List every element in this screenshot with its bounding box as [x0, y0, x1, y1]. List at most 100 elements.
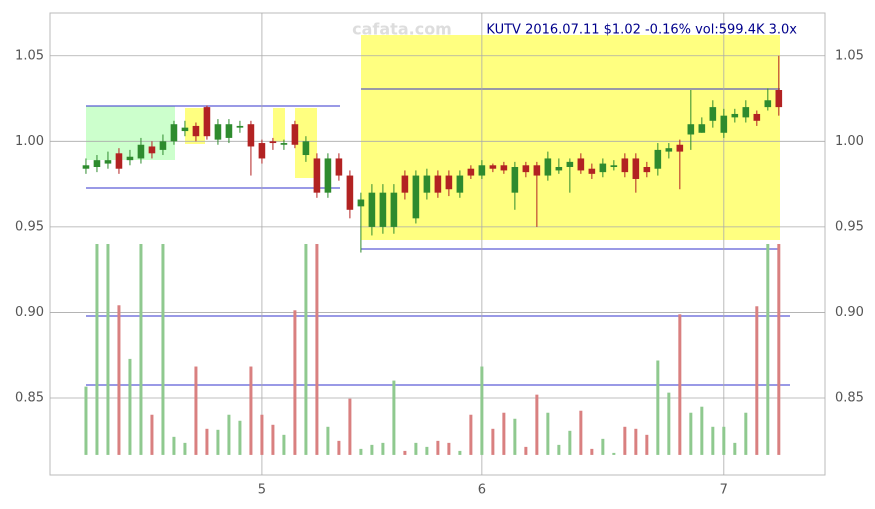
candle-body [423, 175, 431, 193]
volume-bar [282, 434, 286, 455]
candle-body [478, 165, 486, 176]
volume-bar [370, 444, 374, 455]
x-tick-label: 5 [258, 483, 266, 498]
candle-body [192, 125, 200, 137]
volume-bar [579, 410, 583, 455]
volume-bar [502, 412, 506, 455]
candle-body [225, 124, 233, 138]
y-tick-label: 1.00 [15, 134, 44, 149]
candle-body [247, 124, 255, 147]
candle-body [643, 167, 651, 173]
candle-body [324, 158, 332, 193]
volume-bar [601, 438, 605, 455]
candle-body [115, 153, 123, 169]
candle-body [764, 100, 772, 108]
volume-bar [447, 442, 451, 455]
candle-body [610, 165, 618, 167]
candle-body [467, 168, 475, 176]
volume-bar [205, 428, 209, 455]
volume-bar [557, 444, 561, 455]
highlight-zone [86, 106, 175, 160]
candle-body [269, 141, 277, 144]
candle-body [775, 90, 783, 108]
candle-body [621, 158, 629, 173]
volume-bar [612, 452, 616, 455]
x-tick-label: 6 [478, 483, 486, 498]
volume-bar [711, 426, 715, 455]
candle-body [698, 124, 706, 133]
volume-bar [623, 426, 627, 455]
candle-body [203, 107, 211, 137]
watermark: cafata.com [352, 20, 452, 39]
highlight-zone [273, 108, 285, 142]
chart-title: KUTV 2016.07.11 $1.02 -0.16% vol:599.4K … [486, 23, 797, 38]
candle-body [511, 167, 519, 193]
candle-body [214, 124, 222, 140]
volume-bar [128, 358, 132, 455]
volume-bar [183, 442, 187, 455]
volume-bar [216, 429, 220, 455]
candle-body [181, 127, 189, 132]
volume-bar [106, 244, 110, 455]
volume-bar [513, 418, 517, 455]
candle-body [137, 144, 145, 159]
candle-body [346, 175, 354, 210]
volume-bar [337, 440, 341, 455]
highlight-zone [361, 35, 780, 240]
volume-bar [238, 420, 242, 455]
volume-bar [722, 426, 726, 455]
volume-bar [381, 442, 385, 455]
volume-bar [392, 380, 396, 455]
candle-body [720, 115, 728, 133]
candle-body [544, 158, 552, 176]
candle-body [434, 175, 442, 193]
volume-bar [84, 386, 88, 455]
volume-bar [469, 414, 473, 455]
candle-body [313, 158, 321, 193]
volume-bar [117, 305, 121, 455]
volume-bar [777, 244, 781, 455]
candle-body [566, 161, 574, 167]
volume-bar [667, 392, 671, 455]
volume-bar [436, 440, 440, 455]
y-tick-label-right: 0.90 [835, 305, 864, 320]
volume-bar [249, 366, 253, 455]
candle-body [676, 144, 684, 152]
candle-body [588, 168, 596, 174]
y-tick-label: 0.95 [15, 219, 44, 234]
candle-body [445, 175, 453, 190]
candle-body [302, 141, 310, 156]
candle-body [522, 165, 530, 173]
candle-body [555, 167, 563, 171]
y-tick-label-right: 0.95 [835, 219, 864, 234]
volume-bar [161, 244, 165, 455]
candle-body [104, 160, 112, 164]
candle-body [687, 124, 695, 135]
volume-bar [645, 434, 649, 455]
candle-body [632, 158, 640, 179]
volume-bar [535, 394, 539, 455]
volume-bar [271, 424, 275, 455]
candle-body [357, 199, 365, 207]
y-tick-label: 0.90 [15, 305, 44, 320]
volume-bar [414, 442, 418, 455]
candle-body [412, 175, 420, 219]
volume-bar [458, 450, 462, 455]
candle-body [93, 160, 101, 167]
candle-body [379, 192, 387, 227]
candle-body [401, 175, 409, 193]
volume-bar [524, 446, 528, 455]
volume-bar [304, 244, 308, 455]
y-tick-label-right: 1.05 [835, 48, 864, 63]
volume-bar [590, 448, 594, 455]
volume-bar [491, 428, 495, 455]
candle-body [258, 143, 266, 159]
volume-bar [293, 310, 297, 455]
volume-bar [678, 314, 682, 455]
volume-bar [480, 366, 484, 455]
volume-bar [315, 244, 319, 455]
volume-bar [689, 412, 693, 455]
candle-body [599, 163, 607, 173]
candle-body [731, 113, 739, 118]
